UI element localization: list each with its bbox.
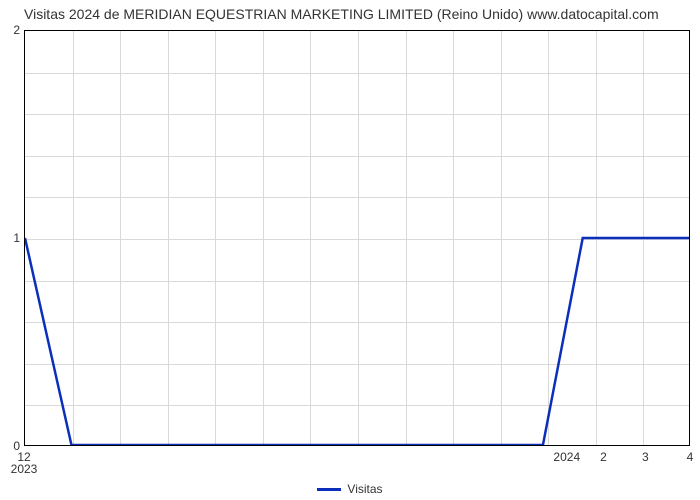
chart-svg bbox=[25, 31, 689, 445]
legend-label: Visitas bbox=[347, 482, 382, 496]
x-tick-label: 2024 bbox=[553, 450, 580, 464]
series-line bbox=[25, 238, 689, 445]
y-tick-label: 1 bbox=[13, 231, 20, 245]
x-tick-label: 4 bbox=[687, 450, 694, 464]
y-tick-label: 2 bbox=[13, 23, 20, 37]
x-tick-label: 3 bbox=[642, 450, 649, 464]
legend-swatch bbox=[317, 488, 341, 491]
chart-title: Visitas 2024 de MERIDIAN EQUESTRIAN MARK… bbox=[24, 6, 659, 22]
legend: Visitas bbox=[0, 482, 700, 496]
x-tick-year: 2023 bbox=[11, 462, 38, 476]
chart-plot-area bbox=[24, 30, 690, 446]
x-tick-label: 2 bbox=[600, 450, 607, 464]
